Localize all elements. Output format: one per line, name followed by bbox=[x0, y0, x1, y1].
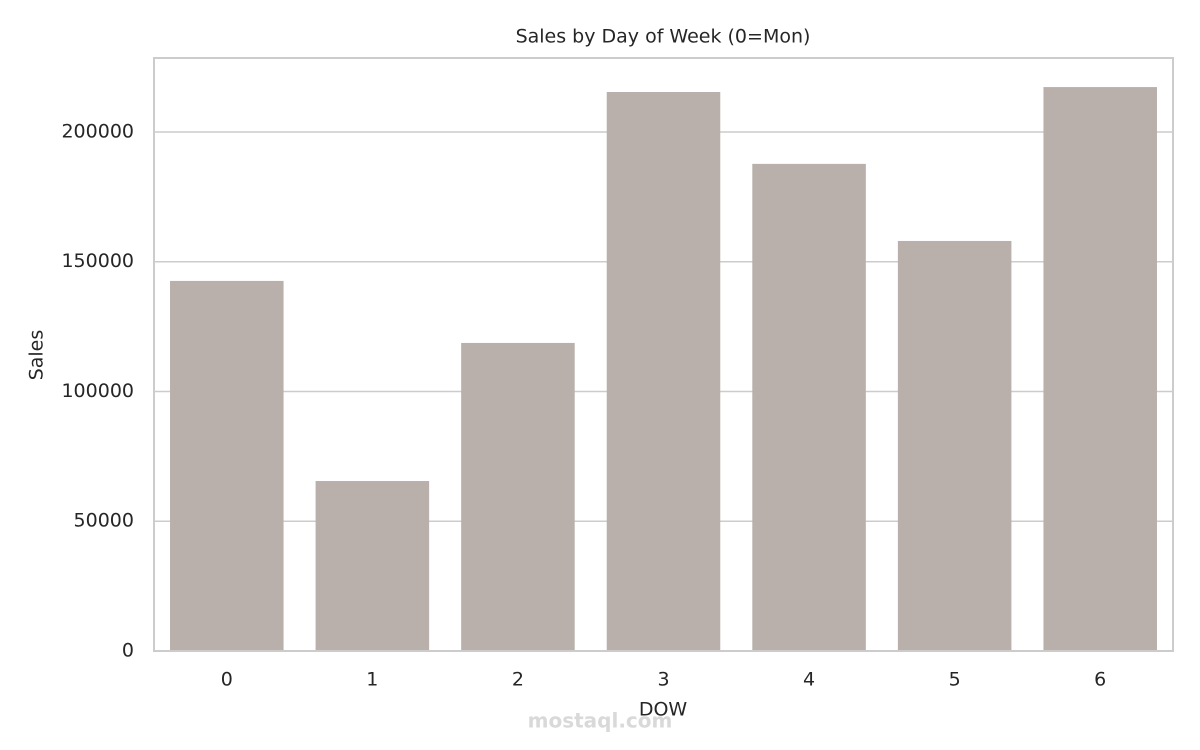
bar bbox=[315, 481, 430, 651]
x-axis-label: DOW bbox=[639, 699, 688, 721]
plot-frame bbox=[153, 57, 1174, 652]
chart-title: Sales by Day of Week (0=Mon) bbox=[516, 26, 811, 48]
bar bbox=[897, 240, 1012, 651]
y-axis-label: Sales bbox=[26, 330, 48, 381]
x-tick-label: 5 bbox=[949, 669, 961, 691]
y-tick-label: 150000 bbox=[61, 250, 134, 272]
bar bbox=[752, 163, 866, 651]
x-tick-label: 3 bbox=[657, 669, 669, 691]
bar bbox=[1043, 87, 1157, 651]
bar bbox=[606, 91, 721, 651]
y-tick-label: 100000 bbox=[61, 380, 134, 402]
bar bbox=[461, 342, 575, 651]
x-tick-label: 1 bbox=[366, 669, 378, 691]
x-tick-label: 6 bbox=[1094, 669, 1106, 691]
bar bbox=[170, 280, 284, 651]
y-tick-label: 0 bbox=[122, 640, 134, 662]
x-tick-label: 0 bbox=[221, 669, 233, 691]
x-tick-label: 2 bbox=[512, 669, 524, 691]
y-tick-label: 200000 bbox=[61, 120, 134, 142]
watermark: mostaql.com bbox=[528, 709, 673, 733]
y-tick-label: 50000 bbox=[74, 510, 134, 532]
x-tick-label: 4 bbox=[803, 669, 815, 691]
